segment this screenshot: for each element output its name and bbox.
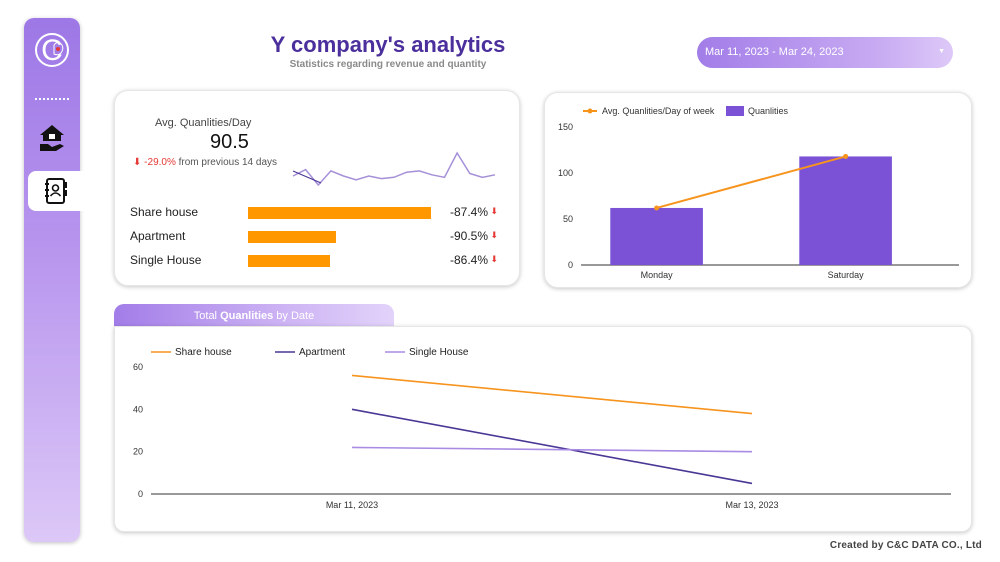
chevron-down-icon: ▼ <box>938 48 945 55</box>
category-bar <box>248 231 336 243</box>
down-arrow-icon: ⬇ <box>490 254 498 264</box>
y-tick-label: 50 <box>563 214 573 224</box>
tab-bold: Quanlities <box>220 310 274 322</box>
kpi-label: Avg. Quanlities/Day <box>155 117 252 129</box>
down-arrow-icon: ⬇ <box>490 230 498 240</box>
weekday-chart-card: 0 50 100 150 Monday Saturday Avg. Quanlities/D… <box>544 92 972 288</box>
category-pct: -90.5% <box>449 229 488 243</box>
category-name: Apartment <box>130 229 186 243</box>
avg-line <box>656 155 846 209</box>
date-range-picker[interactable]: Mar 11, 2023 - Mar 24, 2023 ▼ <box>697 37 953 68</box>
category-row-share-house: Share house -87.4% ⬇ <box>130 203 510 221</box>
legend-label: Single House <box>409 347 469 358</box>
category-row-single-house: Single House -86.4% ⬇ <box>130 251 510 269</box>
y-tick-label: 150 <box>558 122 573 132</box>
y-tick-label: 40 <box>133 404 143 414</box>
sidebar-divider <box>35 98 69 100</box>
y-tick-label: 100 <box>558 168 573 178</box>
x-tick-label: Saturday <box>828 270 865 280</box>
category-name: Single House <box>130 253 202 267</box>
weekday-chart: 0 50 100 150 Monday Saturday Avg. Quanlities/D… <box>558 106 959 280</box>
avg-point <box>843 153 849 159</box>
y-tick-label: 20 <box>133 447 143 457</box>
sidebar-item-report[interactable] <box>28 171 84 211</box>
down-arrow-icon: ⬇ <box>133 157 142 168</box>
page-subtitle: Statistics regarding revenue and quantit… <box>289 59 487 70</box>
legend-label: Apartment <box>299 347 345 358</box>
kpi-change: ⬇ -29.0% from previous 14 days <box>133 157 277 168</box>
y-tick-label: 60 <box>133 362 143 372</box>
bar-saturday <box>799 156 892 265</box>
kpi-card: Avg. Quanlities/Day 90.5 ⬇ -29.0% from p… <box>114 90 520 286</box>
kpi-change-suffix: from previous 14 days <box>178 157 278 168</box>
avg-point <box>654 205 660 211</box>
legend-label: Quanlities <box>748 106 789 116</box>
date-line-chart: 0 20 40 60 Mar 11, 2023 Mar 13, 2023 Share hou… <box>133 347 951 510</box>
date-chart-card: 0 20 40 60 Mar 11, 2023 Mar 13, 2023 Share hou… <box>114 326 972 532</box>
category-bar <box>248 255 330 267</box>
kpi-value: 90.5 <box>210 131 249 153</box>
series-line-apartment <box>351 408 753 485</box>
bar-monday <box>610 207 703 265</box>
category-name: Share house <box>130 205 199 219</box>
x-tick-label: Monday <box>641 270 674 280</box>
category-bar <box>248 207 431 219</box>
legend-label: Avg. Quanlities/Day of week <box>602 106 715 116</box>
sidebar: C <box>24 18 84 542</box>
legend-line-dot <box>587 108 593 114</box>
y-tick-label: 0 <box>568 260 573 270</box>
kpi-change-value: -29.0% <box>144 157 176 168</box>
tab-suffix: by Date <box>273 310 315 322</box>
date-range-value: Mar 11, 2023 - Mar 24, 2023 <box>705 46 844 58</box>
category-pct: -87.4% <box>449 205 488 219</box>
category-pct: -86.4% <box>449 253 488 267</box>
sparkline-path <box>292 151 496 187</box>
svg-text:C: C <box>41 34 63 67</box>
home-hand-icon <box>40 125 64 151</box>
category-row-apartment: Apartment -90.5% ⬇ <box>130 227 510 245</box>
tab-prefix: Total <box>193 310 221 322</box>
sidebar-item-home[interactable] <box>36 120 68 156</box>
x-tick-label: Mar 11, 2023 <box>326 500 378 510</box>
sparkline <box>292 151 496 187</box>
brand-logo: C <box>33 30 71 70</box>
footer-credit: Created by C&C DATA CO., Ltd <box>829 540 982 551</box>
legend-bar-swatch <box>726 106 744 116</box>
down-arrow-icon: ⬇ <box>490 206 498 216</box>
x-tick-label: Mar 13, 2023 <box>725 500 778 510</box>
series-line-single-house <box>351 446 753 453</box>
page-title: Y company's analytics <box>270 32 506 57</box>
address-book-icon <box>45 178 67 204</box>
tab-total-quanlities[interactable]: Total Quanlities by Date <box>114 304 394 327</box>
legend-label: Share house <box>175 347 232 358</box>
y-tick-label: 0 <box>138 489 143 499</box>
series-line-share-house <box>351 374 753 415</box>
sparkline-trend <box>292 170 322 184</box>
